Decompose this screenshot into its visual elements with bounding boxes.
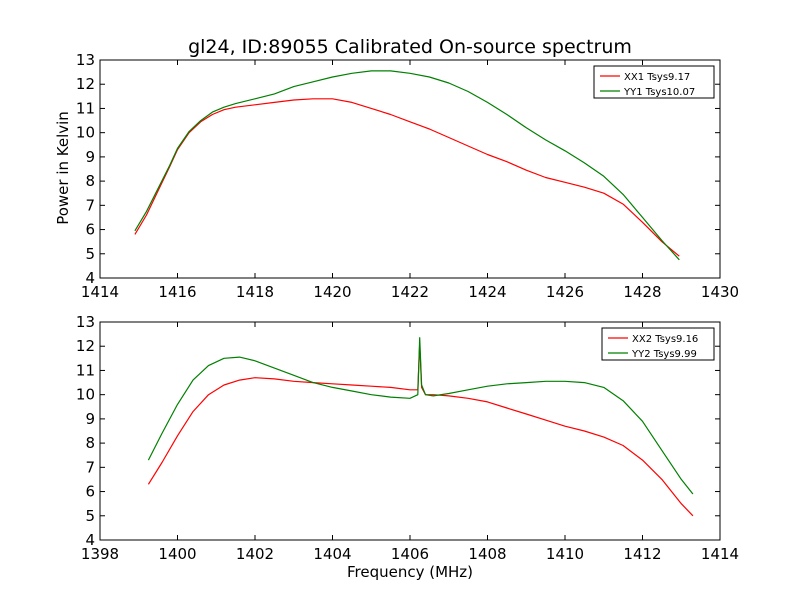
x-tick-label: 1408	[468, 545, 506, 563]
x-tick-label: 1398	[81, 545, 119, 563]
x-axis-label: Frequency (MHz)	[347, 563, 473, 581]
x-tick-label: 1414	[701, 545, 739, 563]
y-tick-label: 11	[76, 99, 95, 117]
legend-box	[593, 65, 715, 99]
y-tick-label: 6	[85, 221, 95, 239]
y-tick-label: 5	[85, 245, 95, 263]
x-tick-label: 1400	[158, 545, 196, 563]
x-tick-label: 1416	[158, 283, 196, 301]
y-axis-label: Power in Kelvin	[54, 111, 72, 225]
y-tick-label: 6	[85, 483, 95, 501]
x-tick-label: 1430	[701, 283, 739, 301]
series-line-xx1	[134, 98, 680, 257]
x-tick-label: 1410	[546, 545, 584, 563]
y-tick-label: 8	[85, 434, 95, 452]
chart-title: gl24, ID:89055 Calibrated On-source spec…	[188, 36, 632, 58]
legend-label: YY1 Tsys10.07	[623, 87, 695, 98]
x-tick-label: 1412	[623, 545, 661, 563]
y-tick-label: 8	[85, 172, 95, 190]
legend-label: XX2 Tsys9.16	[632, 334, 698, 345]
legend-box	[601, 327, 715, 361]
y-tick-label: 13	[76, 51, 95, 69]
x-tick-label: 1406	[391, 545, 429, 563]
y-tick-label: 10	[76, 124, 95, 142]
x-tick-label: 1418	[236, 283, 274, 301]
legend-label: YY2 Tsys9.99	[631, 349, 697, 360]
y-tick-label: 13	[76, 313, 95, 331]
x-tick-label: 1404	[313, 545, 351, 563]
bottom-panel: 1398 1400 1402 1404 1406 1408 1410 1412 14144567…	[76, 313, 739, 563]
y-tick-label: 4	[85, 531, 95, 549]
legend-label: XX1 Tsys9.17	[624, 72, 690, 83]
y-tick-label: 9	[85, 148, 95, 166]
series-line-yy2	[147, 337, 694, 495]
y-tick-label: 7	[85, 458, 95, 476]
x-tick-label: 1424	[468, 283, 506, 301]
x-tick-label: 1422	[391, 283, 429, 301]
series-line-yy1	[134, 70, 680, 261]
y-tick-label: 12	[76, 75, 95, 93]
y-tick-label: 11	[76, 361, 95, 379]
top-panel: 1414 1416 1418 1420 1422 1424 1426 1428 1430 4 5 6 7…	[76, 51, 739, 301]
y-tick-label: 4	[85, 269, 95, 287]
x-tick-label: 1414	[81, 283, 119, 301]
x-tick-label: 1426	[546, 283, 584, 301]
x-tick-label: 1402	[236, 545, 274, 563]
x-tick-label: 1428	[623, 283, 661, 301]
y-tick-label: 12	[76, 337, 95, 355]
y-tick-label: 9	[85, 410, 95, 428]
x-tick-label: 1420	[313, 283, 351, 301]
y-tick-label: 10	[76, 386, 95, 404]
y-tick-label: 5	[85, 507, 95, 525]
y-tick-label: 7	[85, 196, 95, 214]
